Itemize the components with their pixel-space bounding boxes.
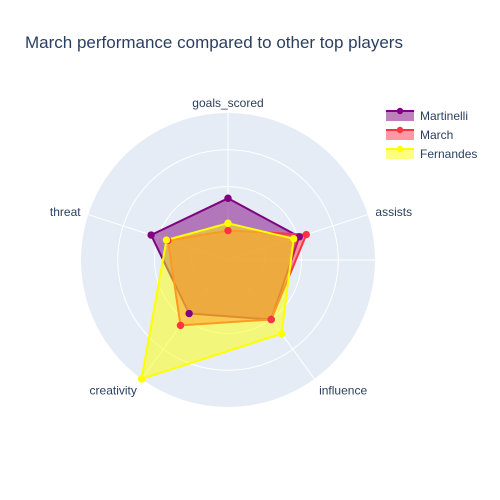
data-point-fernandes-assists[interactable] — [290, 234, 298, 243]
axis-label-goals-scored: goals_scored — [192, 96, 263, 110]
data-point-march-goals_scored[interactable] — [224, 226, 232, 235]
axis-label-creativity: creativity — [90, 383, 137, 397]
legend-label: March — [420, 128, 453, 142]
data-point-fernandes-creativity[interactable] — [137, 375, 146, 383]
data-point-martinelli-threat[interactable] — [147, 231, 155, 239]
legend-label: Fernandes — [420, 147, 477, 161]
legend-marker — [396, 145, 404, 153]
data-point-martinelli-goals_scored[interactable] — [224, 194, 232, 202]
legend-swatch — [386, 149, 414, 159]
legend-marker — [396, 126, 404, 134]
legend-item-fernandes[interactable]: Fernandes — [386, 145, 477, 161]
data-point-fernandes-goals_scored[interactable] — [224, 219, 232, 227]
data-point-march-influence[interactable] — [267, 315, 275, 324]
axis-label-influence: influence — [319, 383, 367, 397]
legend-marker — [396, 107, 404, 115]
legend-swatch — [386, 130, 414, 140]
axis-label-threat: threat — [50, 205, 81, 219]
legend[interactable]: Martinelli March Fernandes — [386, 107, 477, 161]
legend-item-martinelli[interactable]: Martinelli — [386, 107, 468, 123]
data-point-march-creativity[interactable] — [176, 321, 185, 330]
data-point-fernandes-influence[interactable] — [277, 330, 286, 338]
data-point-fernandes-threat[interactable] — [162, 236, 171, 244]
legend-item-march[interactable]: March — [386, 126, 453, 142]
radar-series — [137, 194, 310, 383]
chart-title: March performance compared to other top … — [25, 33, 403, 52]
legend-swatch — [386, 111, 414, 121]
series-area-fernandes[interactable] — [140, 222, 295, 380]
data-point-march-assists[interactable] — [302, 230, 310, 239]
data-point-martinelli-creativity[interactable] — [185, 309, 193, 318]
axis-label-assists: assists — [375, 205, 412, 219]
legend-label: Martinelli — [420, 109, 468, 123]
